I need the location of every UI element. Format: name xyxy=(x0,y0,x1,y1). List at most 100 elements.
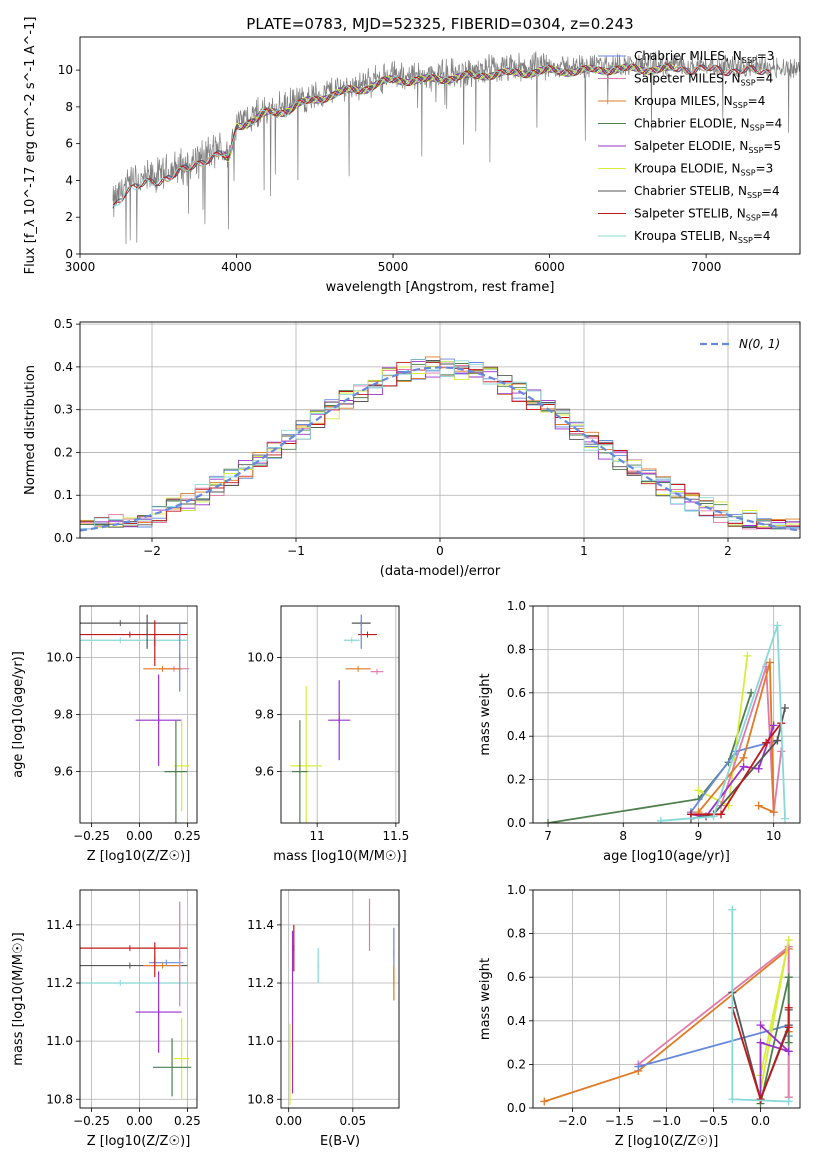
legend-entry: Chabrier ELODIE, NSSP=4 xyxy=(634,117,782,133)
weight-marker-salpeter_elodie xyxy=(754,764,763,773)
plot-area xyxy=(289,898,395,1106)
y-tick-label: 0.6 xyxy=(507,686,526,700)
model-spectrum-salpeter_stelib xyxy=(112,63,771,206)
weight-marker-kroupa_stelib xyxy=(728,905,737,914)
weight-line-kroupa_stelib xyxy=(660,625,786,822)
y-tick-label: 11.0 xyxy=(46,1034,73,1048)
y-tick-label: 0.4 xyxy=(507,729,526,743)
y-tick-label: 4 xyxy=(65,173,73,187)
weight-marker-kroupa_elodie xyxy=(784,936,793,945)
legend-count: =4 xyxy=(761,207,779,221)
weight-marker-kroupa_miles xyxy=(754,801,763,810)
axes-frame xyxy=(79,36,801,255)
y-tick-label: 0.5 xyxy=(54,317,73,331)
weight-marker-kroupa_stelib xyxy=(780,814,789,823)
model-spectrum-salpeter_elodie xyxy=(223,63,675,162)
x-tick-label: 0.0 xyxy=(751,1114,770,1128)
legend-subscript: SSP xyxy=(750,124,765,133)
y-tick-label: 10.0 xyxy=(46,650,73,664)
x-tick-label: −0.25 xyxy=(73,829,110,843)
weight-marker-salpeter_stelib xyxy=(717,810,726,819)
x-tick-label: 0.00 xyxy=(126,829,153,843)
legend-label: Kroupa ELODIE, N xyxy=(634,162,741,176)
panel-spectrum: 3000 4000 5000 6000 7000 0 2 4 6 8 10 wavelength [A… xyxy=(23,17,801,295)
y-tick-label: 0.0 xyxy=(54,531,73,545)
y-tick-label: 6 xyxy=(65,137,73,151)
weight-marker-salpeter_elodie xyxy=(756,1038,765,1047)
weight-line-salpeter_miles xyxy=(720,666,783,813)
axes-frame xyxy=(79,889,198,1109)
y-axis-label: age [log10(age/yr)] xyxy=(11,651,26,778)
x-tick-label: −2 xyxy=(143,544,161,558)
legend-subscript: SSP xyxy=(748,146,763,155)
y-tick-label: 0.6 xyxy=(507,970,526,984)
x-tick-label: 11.5 xyxy=(382,829,409,843)
axes-frame xyxy=(79,321,801,539)
x-tick-label: 9 xyxy=(695,829,703,843)
weight-marker-chabrier_miles xyxy=(634,1062,643,1071)
panel-age_vs_Z: −0.25 0.00 0.25 9.6 9.8 10.0 Z [log10(Z/Z☉)] ag… xyxy=(11,605,201,864)
y-tick-label: 11.2 xyxy=(247,976,274,990)
x-axis-label: mass [log10(M/M☉)] xyxy=(273,849,406,864)
model-spectrum-kroupa_stelib xyxy=(112,63,771,206)
legend-entry: Kroupa STELIB, NSSP=4 xyxy=(634,229,771,245)
residual-histogram-salpeter_stelib xyxy=(80,361,800,529)
legend-entry: Chabrier STELIB, NSSP=4 xyxy=(634,184,780,200)
x-axis-label: Z [log10(Z/Z☉)] xyxy=(87,849,191,864)
y-tick-label: 10.8 xyxy=(247,1092,274,1106)
y-tick-label: 0.4 xyxy=(507,1014,526,1028)
x-tick-label: 0.25 xyxy=(174,1114,201,1128)
legend-count: =4 xyxy=(765,117,783,131)
y-tick-label: 0.2 xyxy=(507,1057,526,1071)
y-tick-label: 8 xyxy=(65,100,73,114)
x-tick-label: 4000 xyxy=(221,260,252,274)
weight-marker-kroupa_stelib xyxy=(709,812,718,821)
y-tick-label: 9.6 xyxy=(54,765,73,779)
panel-mass_vs_ebv: 0.00 0.05 10.8 11.0 11.2 11.4 E(B-V) xyxy=(247,889,400,1149)
legend-label-normal: N(0, 1) xyxy=(739,337,780,351)
weight-marker-kroupa_stelib xyxy=(773,621,782,630)
x-tick-label: 8 xyxy=(619,829,627,843)
x-tick-label: 11 xyxy=(310,829,325,843)
weight-marker-kroupa_elodie xyxy=(743,651,752,660)
x-tick-label: 0.25 xyxy=(174,829,201,843)
weight-marker-kroupa_stelib xyxy=(728,1095,737,1104)
weight-marker-salpeter_elodie xyxy=(784,1047,793,1056)
x-axis-label: E(B-V) xyxy=(320,1134,360,1149)
plot-area xyxy=(112,51,800,245)
legend-label: Salpeter STELIB, N xyxy=(634,207,746,221)
legend-label: Salpeter MILES, N xyxy=(634,72,741,86)
plot-area xyxy=(540,905,793,1108)
x-tick-label: 2 xyxy=(724,544,732,558)
weight-marker-salpeter_stelib xyxy=(756,1095,765,1104)
axes-frame xyxy=(79,605,198,824)
y-tick-label: 0.8 xyxy=(507,642,526,656)
weight-marker-salpeter_elodie xyxy=(769,721,778,730)
axes-frame xyxy=(532,889,801,1109)
y-axis-label: Flux [f_λ 10^-17 erg cm^-2 s^-1 A^-1] xyxy=(23,17,38,275)
legend-count: =3 xyxy=(757,49,775,63)
plot-area xyxy=(290,614,384,823)
x-tick-label: 0.00 xyxy=(126,1114,153,1128)
x-tick-label: 0.00 xyxy=(275,1114,302,1128)
legend-label: Chabrier ELODIE, N xyxy=(634,117,750,131)
y-tick-label: 11.2 xyxy=(46,976,73,990)
weight-line-salpeter_stelib xyxy=(690,722,782,816)
y-tick-label: 0.3 xyxy=(54,403,73,417)
model-spectrum-kroupa_elodie xyxy=(223,63,676,162)
weight-marker-salpeter_elodie xyxy=(739,762,748,771)
panel-mass_vs_Z: −0.25 0.00 0.25 10.8 11.0 11.2 11.4 Z [log10(Z/… xyxy=(11,889,201,1149)
plot-area xyxy=(80,356,800,532)
legend-count: =4 xyxy=(756,72,774,86)
weight-marker-kroupa_miles xyxy=(540,1097,549,1106)
x-tick-label: −1 xyxy=(287,544,305,558)
panel-weight_vs_Z: −2.0 −1.5 −1.0 −0.5 0.0 0.0 0.2 0.4 0.6 0.8 1.0 Z [… xyxy=(478,883,801,1149)
y-tick-label: 11.0 xyxy=(247,1034,274,1048)
y-tick-label: 9.8 xyxy=(255,708,274,722)
x-axis-label: Z [log10(Z/Z☉)] xyxy=(615,1134,719,1149)
x-axis-label: wavelength [Angstrom, rest frame] xyxy=(326,280,555,295)
y-tick-label: 10 xyxy=(58,63,73,77)
legend-count: =4 xyxy=(762,184,780,198)
